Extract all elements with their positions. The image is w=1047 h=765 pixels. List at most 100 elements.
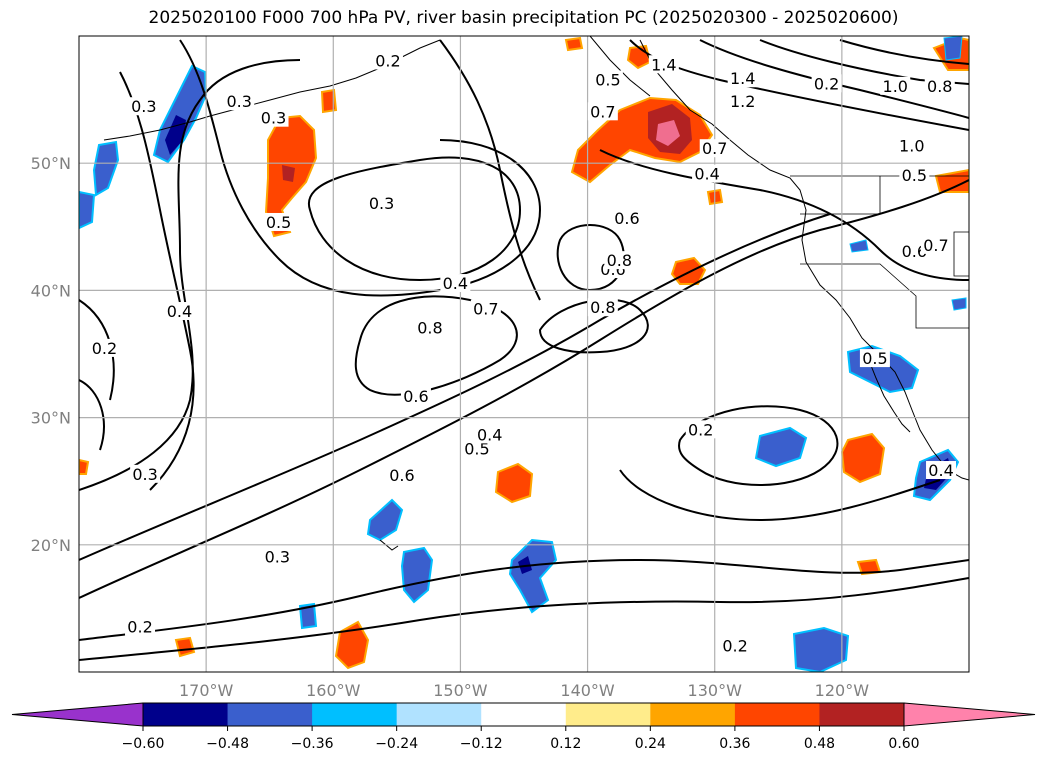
contour-label-bg (461, 439, 492, 458)
colorbar-swatch (312, 703, 398, 726)
contour-label-bg (440, 274, 471, 293)
negative-anomaly-south-1 (400, 546, 434, 604)
contour-label: 0.5 (464, 439, 489, 458)
contour-label: 0.4 (694, 165, 719, 184)
contour-label-bg (727, 92, 758, 111)
contour-label-bg (685, 420, 716, 439)
contour-label: 0.3 (226, 92, 251, 111)
contour-label-bg (648, 55, 679, 74)
map-title: 2025020100 F000 700 hPa PV, river basin … (148, 8, 899, 28)
contour-label-bg (920, 235, 951, 254)
contour-label: 0.5 (266, 213, 291, 232)
colorbar-tick-label: 0.12 (550, 736, 581, 752)
colorbar-tick-label: −0.12 (460, 736, 503, 752)
contour-label: 0.6 (389, 466, 414, 485)
map-frame (78, 35, 970, 673)
contour-label-bg (924, 76, 955, 95)
contour-label: 0.7 (923, 236, 948, 255)
gridlines (79, 36, 969, 672)
colorbar-swatch (650, 703, 736, 726)
contour-label: 0.3 (132, 465, 157, 484)
map-panel: 1.41.41.21.01.00.80.70.50.50.50.50.40.40… (78, 35, 970, 673)
contour-label: 0.7 (473, 299, 498, 318)
colorbar-swatch (565, 703, 651, 726)
lat-tick-label: 20°N (31, 536, 71, 555)
contour-label: 1.4 (651, 55, 676, 74)
contour-label: 0.2 (375, 51, 400, 70)
colorbar-tick-label: 0.24 (635, 736, 666, 752)
contour-label: 0.5 (595, 71, 620, 90)
positive-anomaly-east-edge (934, 168, 969, 193)
negative-anomaly-gulf-alaska (152, 64, 208, 164)
contour-label: 1.2 (730, 92, 755, 111)
contour-label-bg (262, 547, 293, 566)
colorbar-swatch (143, 703, 229, 726)
colorbar-swatch (734, 703, 820, 726)
contour-label-bg (386, 466, 417, 485)
lon-tick-label: 140°W (560, 681, 615, 700)
contour-label-bg (899, 165, 930, 184)
positive-anomaly-west-edge (79, 458, 90, 475)
colorbar-extend-min (11, 702, 144, 727)
contour-label-bg (896, 136, 927, 155)
colorbar-extend-max (903, 702, 1036, 727)
contour-label-bg (692, 164, 723, 183)
contour-labels: 1.41.41.21.01.00.80.70.50.50.50.50.40.40… (89, 51, 957, 656)
lon-tick-label: 170°W (179, 681, 234, 700)
contour-label: 0.3 (265, 548, 290, 567)
positive-anomaly-bc-coast (564, 36, 714, 184)
lon-tick-label: 160°W (306, 681, 361, 700)
contour-label-bg (164, 302, 195, 321)
lat-tick-label: 50°N (31, 154, 71, 173)
contour-label: 1.4 (730, 69, 755, 88)
contour-label: 0.2 (127, 617, 152, 636)
negative-anomaly-east-3 (849, 239, 869, 253)
contour-label: 0.5 (862, 349, 887, 368)
contour-label-bg (720, 636, 751, 655)
colorbar-swatch (396, 703, 482, 726)
negative-anomaly-top-right (943, 36, 963, 61)
colorbar-tick-label: −0.48 (206, 736, 249, 752)
lon-tick-label: 150°W (433, 681, 488, 700)
positive-anomaly-north-pacific (264, 88, 338, 238)
lat-tick-label: 30°N (31, 409, 71, 428)
negative-anomaly-south-5 (792, 626, 850, 672)
contour-label-bg (263, 212, 294, 231)
contour-label: 0.4 (167, 302, 192, 321)
longitude-labels: 170°W 160°W 150°W 140°W 130°W 120°W (179, 681, 869, 700)
colorbar-tick-label: −0.36 (291, 736, 334, 752)
contour-label: 0.6 (614, 209, 639, 228)
colorbar-tick-label: −0.24 (375, 736, 418, 752)
contour-label-bg (859, 349, 890, 368)
contour-label: 0.8 (607, 251, 632, 270)
contour-label-bg (604, 251, 635, 270)
negative-anomaly-west-edge-1 (92, 140, 120, 197)
contour-label-bg (414, 318, 445, 337)
colorbar-frame (142, 702, 905, 727)
negative-anomaly-south-2 (508, 538, 558, 614)
colorbar: −0.60 −0.48 −0.36 −0.24 −0.12 0.12 0.24 0.36 0.4… (11, 702, 1036, 752)
contour-label-bg (400, 387, 431, 406)
negative-anomaly-subtropical-1 (754, 426, 808, 468)
lon-tick-label: 130°W (688, 681, 743, 700)
contour-label: 0.6 (403, 387, 428, 406)
contour-label-bg (474, 425, 505, 444)
contour-label-bg (224, 92, 255, 111)
positive-anomaly-south-1 (334, 620, 370, 670)
contour-label: 0.8 (590, 298, 615, 317)
contour-label: 0.4 (477, 425, 502, 444)
contour-label-bg (587, 298, 618, 317)
positive-anomaly-off-baja (840, 432, 886, 484)
contour-label: 0.2 (688, 420, 713, 439)
contour-label: 1.0 (883, 77, 908, 96)
contour-label: 0.2 (92, 339, 117, 358)
contour-label-bg (587, 102, 618, 121)
colorbar-tick-label: −0.60 (122, 736, 165, 752)
positive-anomaly-south-2 (494, 462, 534, 504)
contour-label-bg (125, 617, 156, 636)
negative-anomaly-west-edge-2 (79, 190, 96, 230)
contour-label-bg (89, 338, 120, 357)
negative-anomaly-hawaii-area (366, 498, 404, 542)
contour-label: 0.7 (590, 102, 615, 121)
contour-label: 0.8 (927, 77, 952, 96)
